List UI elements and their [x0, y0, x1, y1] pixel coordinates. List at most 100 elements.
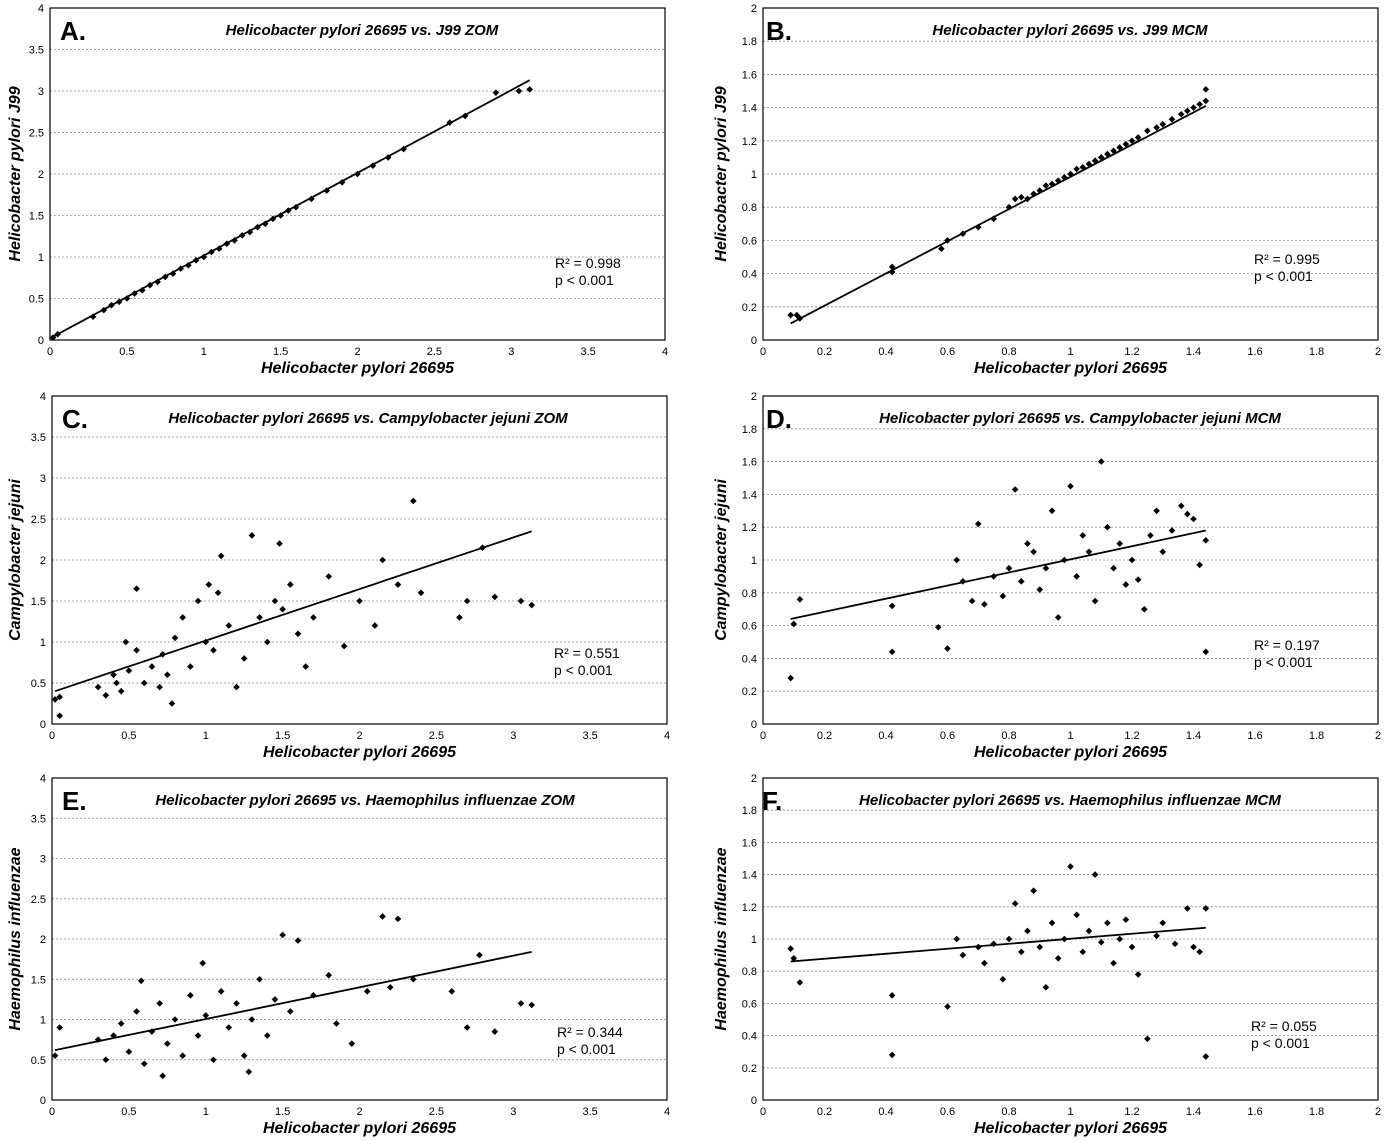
data-point	[1104, 523, 1111, 531]
data-point	[999, 975, 1007, 983]
panel-label: F.	[762, 786, 782, 816]
y-axis-title: Campylobacter jejuni	[7, 479, 24, 641]
data-point	[492, 89, 500, 96]
data-point	[261, 220, 269, 228]
x-tick-label: 1.2	[1124, 1106, 1139, 1118]
data-point	[1177, 110, 1185, 118]
data-point	[1144, 127, 1151, 135]
data-point	[51, 1052, 59, 1060]
data-point	[959, 951, 967, 959]
x-tick-label: 0.2	[817, 730, 832, 742]
panel-c: 0 0.5 1 1.5 2 2.5 3 3.5 4 0 0.5 1 1.5 2 2.5 3 3.5 4 C. Heli…	[0, 388, 680, 761]
data-point	[171, 634, 179, 642]
x-tick-label: 2	[356, 730, 362, 742]
chart-title: Helicobacter pylori 26695 vs. Campylobac…	[879, 410, 1281, 427]
x-tick-label: 0.4	[878, 1106, 893, 1118]
data-point	[1030, 887, 1037, 894]
x-tick-label: 2.5	[429, 1106, 444, 1118]
y-axis-title: Campylobacter jejuni	[713, 479, 730, 641]
data-point	[294, 630, 302, 638]
data-point	[1147, 532, 1154, 539]
data-point	[1054, 614, 1062, 621]
data-point	[169, 270, 177, 277]
data-point	[1024, 927, 1031, 935]
y-tick-label: 0.8	[742, 966, 757, 978]
data-point	[310, 992, 317, 999]
data-point	[953, 935, 961, 943]
data-point	[117, 687, 125, 695]
y-tick-label: 0.8	[742, 588, 757, 600]
r-squared-label: R² = 0.551	[554, 645, 620, 661]
data-point	[1153, 932, 1160, 940]
x-tick-label: 2	[1375, 1106, 1381, 1118]
y-tick-label: 0.6	[742, 621, 757, 633]
x-axis-title: Helicobacter pylori 26695	[974, 1120, 1168, 1137]
panel-d: 0 0.2 0.4 0.6 0.8 1 1.2 1.4 1.6 1.8 2 0 0.2 0.4 0.6 0.8…	[706, 388, 1386, 761]
chart-title: Helicobacter pylori 26695 vs. J99 MCM	[932, 22, 1208, 39]
data-point	[94, 1036, 102, 1043]
data-point	[140, 679, 148, 687]
data-point	[1018, 578, 1025, 585]
y-tick-label: 0.5	[29, 294, 44, 306]
data-point	[888, 602, 896, 610]
x-tick-label: 0	[760, 1106, 766, 1118]
y-tick-label: 0.6	[742, 235, 757, 247]
data-point	[51, 696, 59, 703]
y-tick-label: 4	[40, 391, 46, 403]
y-tick-label: 1.8	[742, 424, 757, 436]
x-tick-label: 3	[510, 730, 516, 742]
p-value-label: p < 0.001	[555, 272, 614, 288]
data-point	[340, 642, 348, 650]
data-point	[159, 1072, 166, 1080]
y-tick-label: 3	[40, 854, 46, 866]
trendline	[790, 105, 1207, 325]
data-point	[210, 646, 217, 654]
data-point	[463, 1024, 471, 1031]
y-tick-label: 0	[40, 719, 46, 731]
data-point	[133, 585, 140, 592]
data-point	[56, 1024, 63, 1031]
chart-title: Helicobacter pylori 26695 vs. Campylobac…	[168, 410, 568, 427]
data-point	[348, 1040, 356, 1047]
x-tick-label: 1.4	[1186, 730, 1201, 742]
x-tick-label: 1.5	[273, 346, 288, 358]
r-squared-label: R² = 0.344	[557, 1024, 623, 1040]
x-tick-label: 1.5	[275, 1106, 290, 1118]
data-point	[125, 1048, 133, 1055]
data-point	[953, 556, 961, 564]
x-tick-label: 0.5	[121, 1106, 136, 1118]
y-tick-label: 3	[40, 473, 46, 485]
x-tick-label: 0	[49, 730, 55, 742]
y-tick-label: 1.4	[742, 870, 757, 882]
x-tick-label: 1.8	[1309, 730, 1324, 742]
data-point	[271, 597, 279, 605]
data-point	[1005, 935, 1013, 943]
x-tick-label: 4	[664, 730, 670, 742]
plot-area	[762, 777, 1379, 1101]
data-point	[140, 1060, 148, 1068]
data-point	[1128, 556, 1136, 564]
y-tick-label: 1	[751, 555, 757, 567]
data-point	[526, 86, 533, 93]
y-tick-label: 4	[38, 3, 44, 15]
y-tick-label: 0.4	[742, 1031, 757, 1043]
panel-label: D.	[766, 404, 792, 434]
chart-title: Helicobacter pylori 26695 vs. Haemophilu…	[155, 792, 575, 809]
x-tick-label: 3	[508, 346, 514, 358]
data-point	[790, 620, 798, 628]
y-tick-label: 1.2	[742, 902, 757, 914]
data-point	[386, 984, 394, 991]
data-point	[156, 683, 163, 691]
data-point	[1018, 948, 1025, 956]
data-point	[164, 671, 171, 679]
data-point	[787, 311, 794, 319]
data-point	[1073, 573, 1080, 580]
data-point	[1011, 486, 1019, 493]
y-tick-label: 0	[751, 1095, 757, 1107]
data-point	[448, 988, 456, 995]
x-tick-label: 0.8	[1001, 1106, 1016, 1118]
data-point	[1202, 86, 1210, 93]
data-point	[1005, 564, 1013, 572]
data-point	[1073, 911, 1080, 919]
data-point	[323, 187, 331, 194]
